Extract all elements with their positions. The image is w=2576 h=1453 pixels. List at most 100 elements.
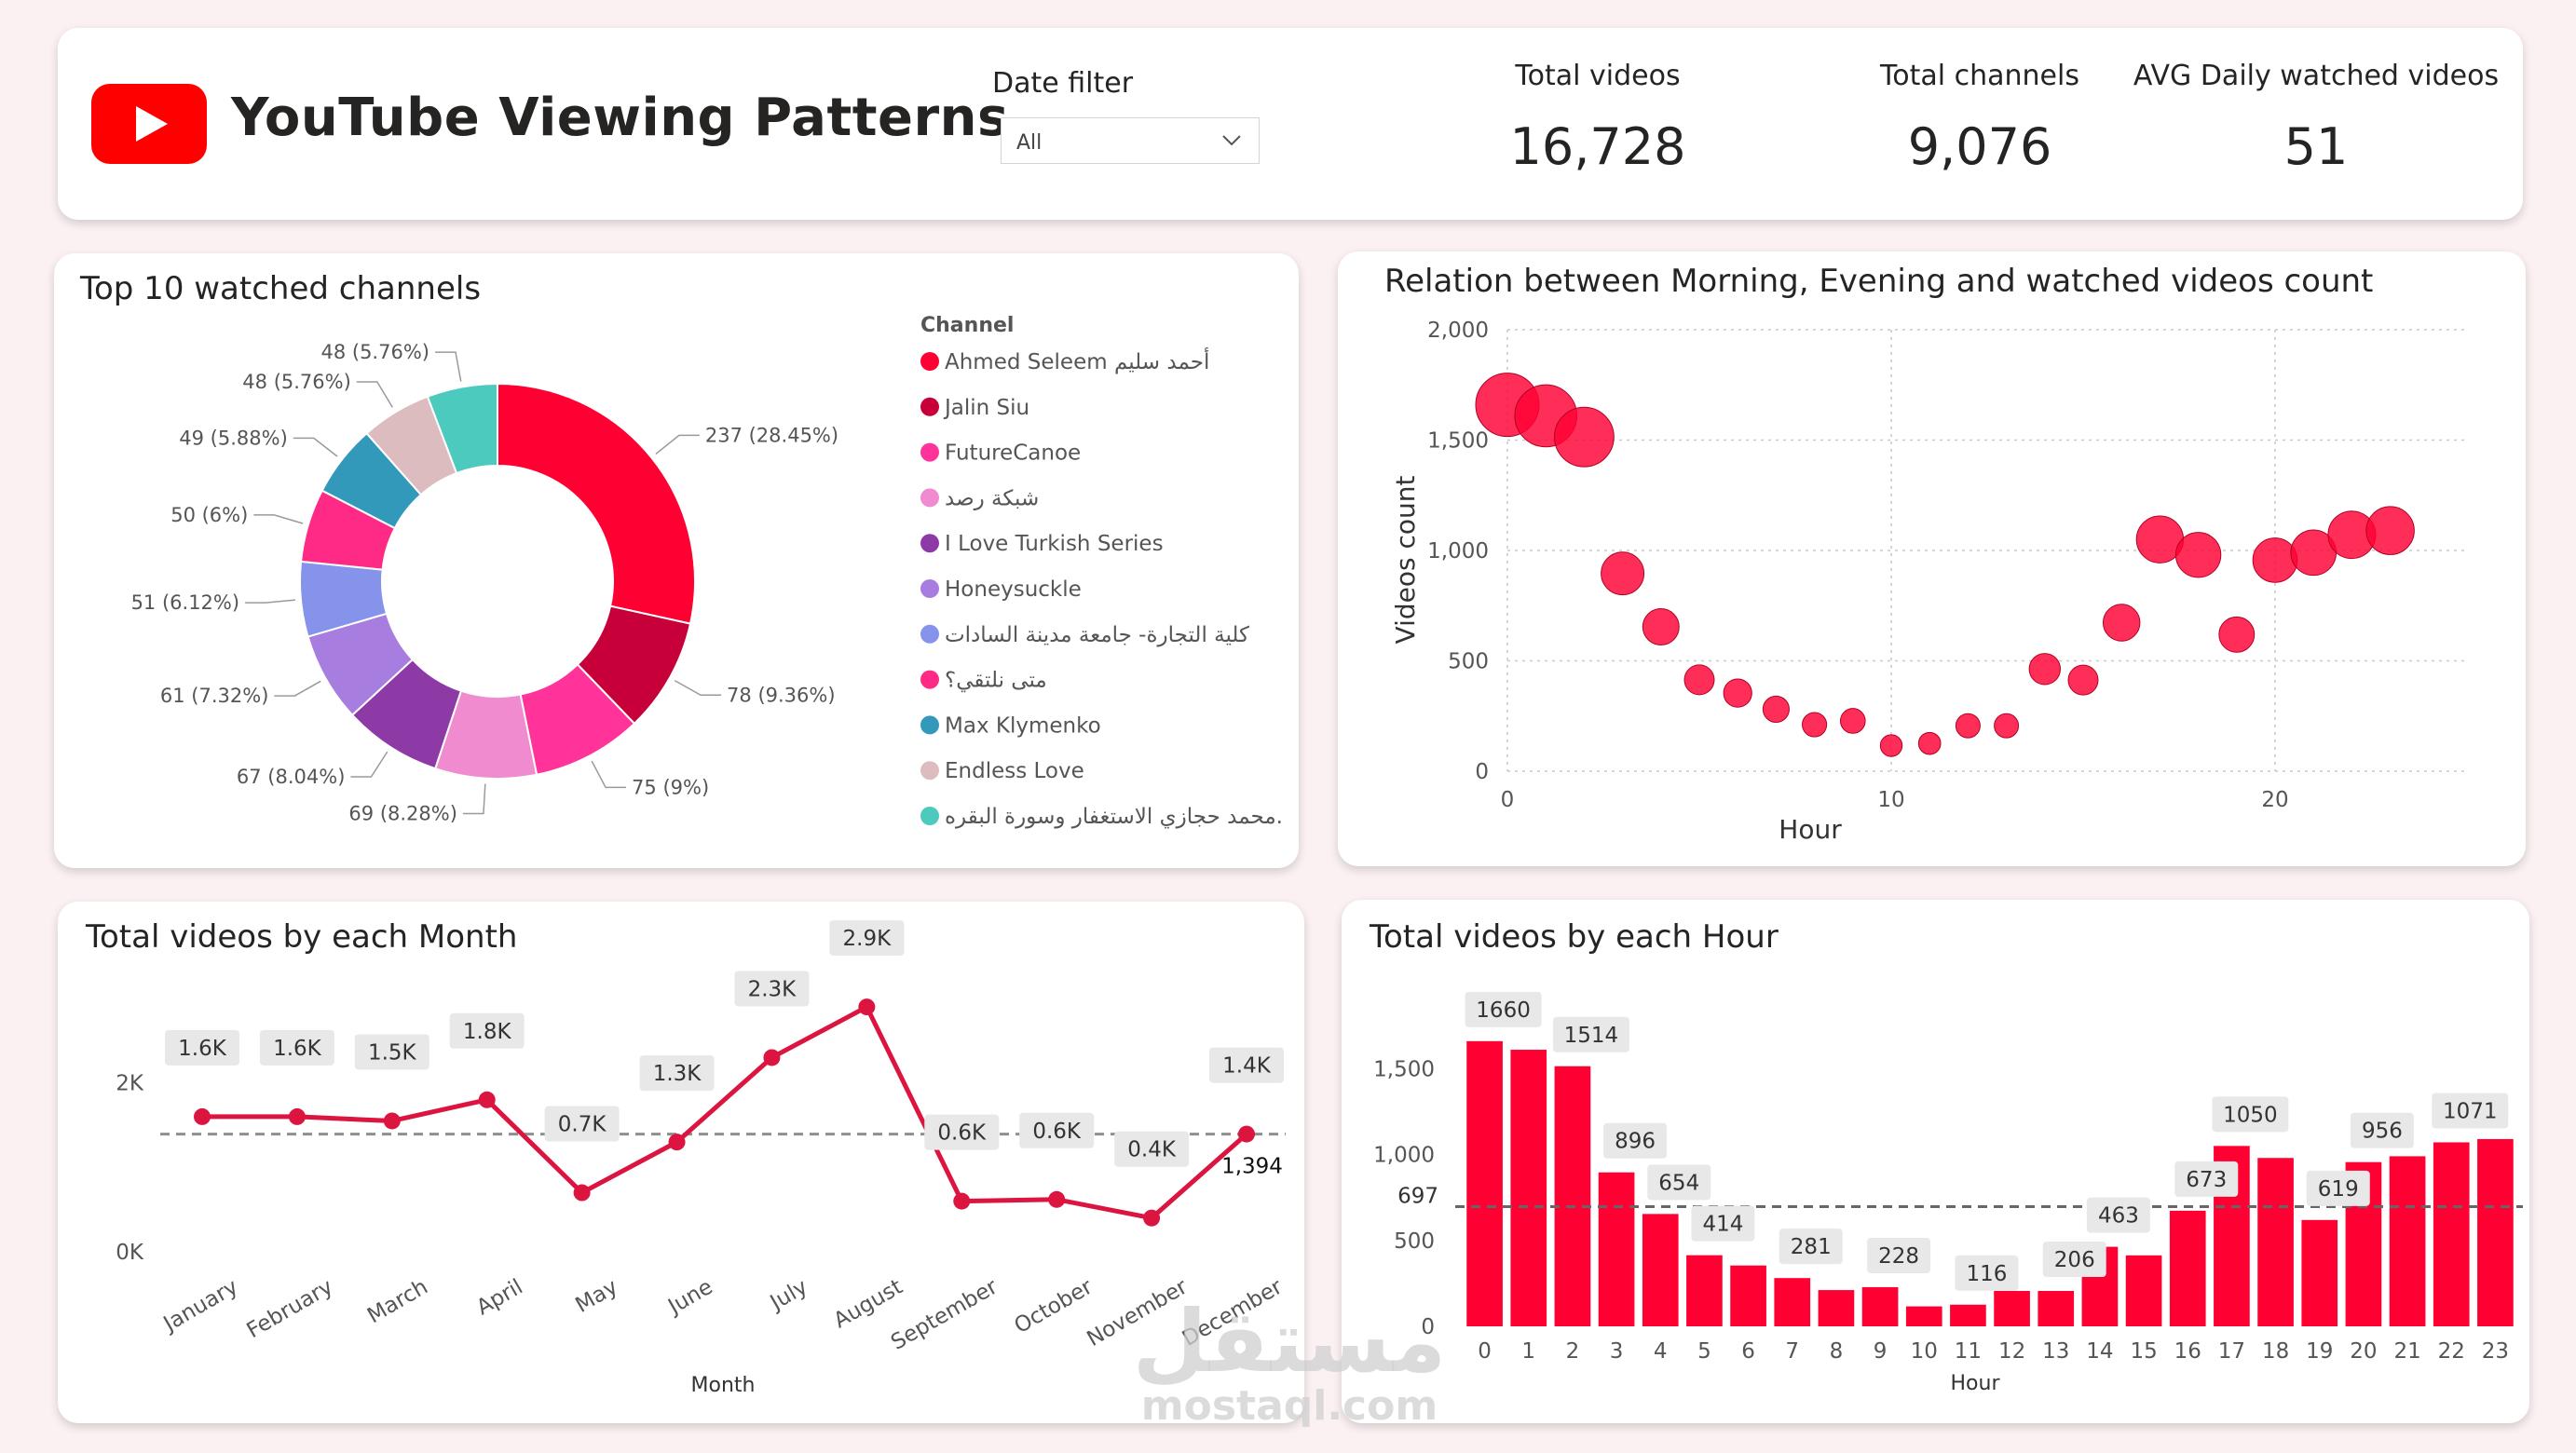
data-label-box [1867, 1237, 1931, 1273]
hour-bar[interactable] [1861, 1286, 1899, 1326]
hour-bar[interactable] [2477, 1138, 2514, 1326]
month-point[interactable] [858, 998, 876, 1016]
hour-bar[interactable] [2389, 1156, 2426, 1326]
hour-bar[interactable] [1950, 1304, 1986, 1326]
hour-bar[interactable] [2125, 1255, 2162, 1326]
scatter-point[interactable] [1840, 708, 1866, 734]
legend-item[interactable]: محمد حجازي الاستغفار وسورة البقره. [945, 805, 1283, 829]
x-tick-label: 11 [1955, 1339, 1982, 1364]
hour-bar[interactable] [2169, 1210, 2206, 1326]
scatter-point[interactable] [2067, 664, 2099, 696]
x-tick-label: August [830, 1275, 907, 1334]
month-point[interactable] [478, 1091, 496, 1108]
watermark-latin: mostaql.com [1141, 1382, 1438, 1427]
month-point[interactable] [573, 1184, 591, 1202]
hour-bar[interactable] [1510, 1050, 1547, 1326]
month-point[interactable] [953, 1192, 971, 1210]
scatter-point[interactable] [1879, 734, 1903, 757]
average-value-label: 1,394 [1221, 1155, 1283, 1179]
month-point[interactable] [668, 1134, 686, 1151]
scatter-point[interactable] [1683, 664, 1715, 696]
y-tick-label: 0K [116, 1241, 144, 1265]
x-tick-label: April [472, 1275, 527, 1321]
scatter-point[interactable] [2174, 532, 2222, 578]
hour-title: Total videos by each Hour [1370, 918, 1779, 956]
month-point[interactable] [1143, 1209, 1161, 1227]
hour-bar[interactable] [2257, 1158, 2294, 1326]
y-tick-label: 1,000 [1427, 539, 1489, 564]
month-point[interactable] [194, 1107, 211, 1125]
scatter-point[interactable] [1917, 731, 1942, 755]
scatter-point[interactable] [2102, 604, 2141, 642]
hour-data-label: 281 [1791, 1235, 1832, 1259]
hour-bar[interactable] [1466, 1040, 1503, 1326]
scatter-point[interactable] [1601, 551, 1645, 596]
month-point[interactable] [288, 1107, 306, 1125]
hour-data-label: 1660 [1476, 998, 1531, 1023]
scatter-point[interactable] [1642, 608, 1680, 645]
hour-data-label: 228 [1878, 1244, 1919, 1269]
legend-marker [920, 534, 939, 553]
scatter-point[interactable] [1994, 713, 2020, 739]
hour-bar[interactable] [1554, 1066, 1591, 1326]
legend-item[interactable]: FutureCanoe [945, 441, 1081, 466]
month-point[interactable] [763, 1049, 781, 1066]
scatter-point[interactable] [2218, 616, 2256, 653]
legend-marker [920, 579, 939, 598]
hour-bar[interactable] [1642, 1214, 1679, 1326]
month-point[interactable] [1048, 1190, 1066, 1208]
data-label-box [2042, 1242, 2106, 1278]
scatter-point[interactable] [1554, 406, 1615, 468]
legend-marker [920, 488, 939, 508]
month-data-label: 1.8K [463, 1020, 512, 1044]
month-point[interactable] [383, 1112, 401, 1130]
donut-slice[interactable] [497, 382, 696, 625]
scatter-point[interactable] [1723, 678, 1752, 708]
hour-bar[interactable] [1730, 1265, 1766, 1326]
x-tick-label: 0 [1478, 1339, 1492, 1364]
hour-bar[interactable] [1686, 1255, 1723, 1326]
legend-item[interactable]: Ahmed Seleem أحمد سليم [945, 347, 1209, 374]
scatter-point[interactable] [2365, 506, 2415, 555]
legend-marker [920, 397, 939, 416]
hour-bar[interactable] [1994, 1291, 2030, 1326]
month-data-label: 1.5K [368, 1040, 417, 1065]
hour-bar[interactable] [2433, 1142, 2470, 1326]
scatter-point[interactable] [1762, 695, 1790, 723]
scatter-point[interactable] [2028, 653, 2061, 686]
legend-item[interactable]: كلية التجارة- جامعة مدينة السادات [945, 623, 1249, 647]
hour-data-label: 1514 [1564, 1024, 1619, 1048]
legend-item[interactable]: شبكة رصد [945, 486, 1039, 510]
legend-item[interactable]: Jalin Siu [943, 396, 1029, 420]
month-data-label: 1.6K [273, 1037, 322, 1061]
hour-bar[interactable] [2301, 1219, 2338, 1326]
scatter-point[interactable] [1955, 713, 1981, 739]
y-tick-label: 0 [1421, 1315, 1435, 1339]
hour-bar[interactable] [1905, 1306, 1942, 1326]
legend-item[interactable]: Endless Love [945, 759, 1084, 783]
hour-bar[interactable] [1818, 1290, 1855, 1326]
month-data-label: 0.6K [1032, 1120, 1082, 1144]
month-point[interactable] [1238, 1125, 1255, 1143]
x-tick-label: 21 [2393, 1339, 2420, 1364]
date-filter-dropdown[interactable]: All [1001, 117, 1260, 164]
donut-leader-line [253, 514, 304, 524]
watermark-arabic: مستقل [1133, 1292, 1446, 1392]
legend-item[interactable]: Max Klymenko [945, 713, 1101, 738]
hour-bar[interactable] [1774, 1278, 1811, 1326]
donut-data-label: 69 (8.28%) [348, 803, 457, 825]
hour-data-label: 414 [1702, 1213, 1743, 1237]
scatter-point[interactable] [1802, 712, 1828, 738]
donut-leader-line [591, 760, 627, 789]
legend-item[interactable]: I Love Turkish Series [945, 532, 1164, 556]
x-tick-label: 6 [1741, 1339, 1755, 1364]
donut-slice[interactable] [426, 382, 498, 475]
y-tick-label: 0 [1475, 760, 1489, 784]
hour-bar[interactable] [2038, 1291, 2075, 1326]
month-data-label: 0.7K [558, 1113, 607, 1137]
legend-item[interactable]: Honeysuckle [945, 577, 1082, 602]
hour-bar[interactable] [1598, 1172, 1635, 1326]
legend-item[interactable]: متى نلتقي؟ [945, 669, 1047, 693]
scatter-point[interactable] [2252, 537, 2298, 583]
data-label-box [354, 1034, 429, 1070]
